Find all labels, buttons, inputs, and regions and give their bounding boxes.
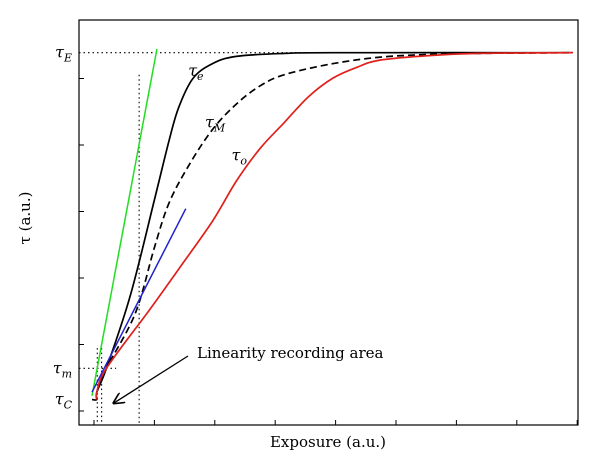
series-label-o: τo bbox=[231, 145, 247, 167]
y-marker-tauE: τE bbox=[55, 43, 72, 65]
green-tangent bbox=[91, 48, 158, 396]
y-marker-tauC: τC bbox=[55, 389, 73, 411]
x-axis-label: Exposure (a.u.) bbox=[270, 433, 386, 451]
plot-frame bbox=[78, 19, 579, 426]
annotation-text: Linearity recording area bbox=[197, 344, 384, 362]
blue-tangent bbox=[91, 208, 187, 393]
guide-lines bbox=[79, 52, 573, 425]
y-marker-labels: τE τm τC bbox=[53, 43, 73, 412]
axis-ticks bbox=[79, 78, 578, 425]
series-line-o bbox=[95, 51, 574, 400]
series-label-e: τe bbox=[188, 61, 204, 83]
series-group bbox=[91, 51, 574, 401]
annotation-arrow bbox=[114, 355, 189, 403]
series-line-M bbox=[96, 51, 574, 393]
tangent-lines bbox=[91, 48, 187, 396]
y-marker-taum: τm bbox=[53, 358, 72, 380]
y-axis-label: τ (a.u.) bbox=[16, 192, 34, 245]
series-label-M: τM bbox=[205, 112, 226, 134]
